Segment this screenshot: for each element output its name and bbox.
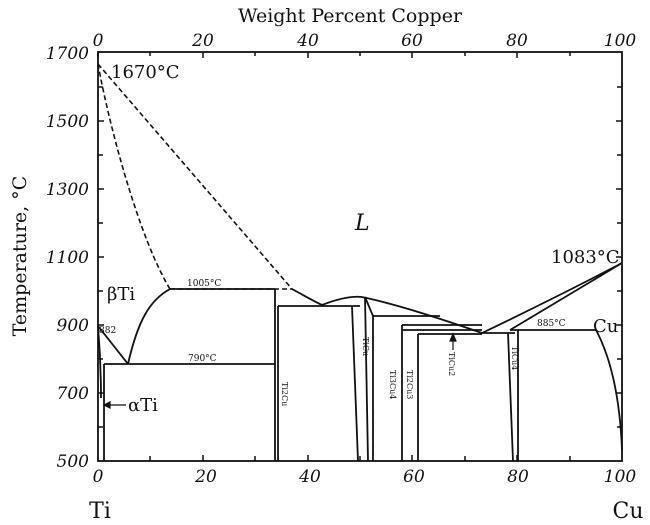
- ti2cu3-label: Ti2Cu3: [405, 370, 414, 399]
- ticu-left: [351, 305, 359, 462]
- beta-liquidus-dashed: [97, 63, 171, 290]
- isotherm-885-label: 885°C: [537, 319, 566, 329]
- liquidus-ticu-peak: [321, 295, 363, 306]
- isotherm-1005-label: 1005°C: [187, 279, 221, 289]
- top-tick-0: 0: [93, 31, 104, 51]
- bottom-tick-100: 100: [604, 467, 637, 487]
- y-tick-900: 900: [57, 316, 90, 336]
- bottom-tick-labels: 0 20 40 60 80 100: [93, 467, 637, 487]
- top-axis-ticks: [97, 52, 571, 58]
- beta-boundary-left: [97, 325, 129, 365]
- top-tick-60: 60: [401, 31, 423, 51]
- y-tick-1500: 1500: [46, 112, 89, 132]
- cu-phase-label: Cu: [593, 316, 618, 337]
- ticu4-left: [507, 332, 514, 462]
- y-tick-1100: 1100: [46, 248, 89, 268]
- top-tick-80: 80: [506, 31, 528, 51]
- solid-boundaries: [97, 262, 623, 462]
- liquidus-seg-2: [361, 296, 483, 334]
- ticu-peak-right: [364, 296, 374, 317]
- plot-frame: [97, 51, 623, 462]
- alpha-ti-label: αTi: [128, 395, 158, 416]
- cu-solidus: [509, 262, 623, 331]
- ticu4-label: TiCu4: [510, 346, 519, 370]
- cu-solvus: [595, 329, 623, 451]
- y-axis-title: Temperature, °C: [9, 176, 31, 337]
- liquidus-dashed: [97, 63, 293, 290]
- top-axis-title: Weight Percent Copper: [238, 5, 463, 27]
- isotherm-790-label: 790°C: [188, 354, 217, 364]
- top-tick-100: 100: [604, 31, 637, 51]
- liquidus-seg-1: [291, 288, 323, 306]
- bottom-axis-ticks: [149, 455, 571, 461]
- y-tick-1700: 1700: [46, 44, 89, 64]
- bottom-tick-40: 40: [298, 467, 321, 487]
- ticu2-label: TiCu2: [447, 352, 456, 376]
- liquidus-cu-side: [481, 262, 623, 334]
- ticu-right: [364, 296, 369, 462]
- liquid-label: L: [354, 211, 370, 236]
- ti2cu-label: Ti2Cu: [280, 382, 289, 406]
- bottom-tick-60: 60: [403, 467, 425, 487]
- bottom-tick-0: 0: [93, 467, 104, 487]
- y-tick-700: 700: [57, 384, 90, 404]
- top-tick-40: 40: [296, 31, 319, 51]
- beta-transus: [127, 288, 171, 365]
- y-tick-500: 500: [57, 452, 90, 472]
- beta-ti-label: βTi: [107, 284, 135, 305]
- bottom-tick-20: 20: [194, 467, 217, 487]
- top-tick-20: 20: [191, 31, 214, 51]
- transus-882-label: 882: [99, 326, 116, 336]
- bottom-tick-80: 80: [507, 467, 529, 487]
- cu-melting-label: 1083°C: [551, 247, 620, 268]
- annotation-arrows: [102, 332, 457, 409]
- top-tick-labels: 0 20 40 60 80 100: [93, 31, 637, 51]
- right-element-label: Cu: [612, 499, 643, 524]
- y-tick-labels: 500 700 900 1100 1300 1500 1700: [46, 44, 89, 472]
- ti3cu4-label: Ti3Cu4: [388, 370, 397, 399]
- alpha-boundary: [97, 325, 102, 399]
- left-element-label: Ti: [89, 499, 111, 524]
- dashed-boundaries: [97, 63, 293, 290]
- y-tick-1300: 1300: [46, 180, 89, 200]
- ti-melting-label: 1670°C: [111, 62, 180, 83]
- ticu-label: TiCu: [361, 337, 370, 356]
